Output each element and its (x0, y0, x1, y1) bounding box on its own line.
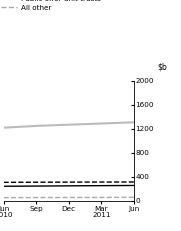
Life insurance corps. (100, 184, 102, 187)
Life insurance corps. (35, 185, 37, 188)
All other (133, 196, 135, 199)
Superannuation funds (133, 121, 135, 124)
Superannuation funds (35, 125, 37, 127)
Life insurance corps. (68, 184, 70, 187)
Line: Life insurance corps.: Life insurance corps. (4, 185, 134, 186)
Legend: Life insurance corps., Superannuation funds, Public offer unit trusts, All other: Life insurance corps., Superannuation fu… (1, 0, 100, 11)
Text: $b: $b (157, 62, 167, 71)
Line: All other: All other (4, 197, 134, 198)
Superannuation funds (68, 123, 70, 126)
Life insurance corps. (133, 184, 135, 187)
Public offer unit trusts (100, 181, 102, 183)
Public offer unit trusts (3, 181, 5, 184)
All other (68, 196, 70, 199)
Public offer unit trusts (68, 181, 70, 183)
All other (35, 196, 37, 199)
Line: Superannuation funds: Superannuation funds (4, 122, 134, 128)
Superannuation funds (3, 126, 5, 129)
All other (100, 196, 102, 199)
Superannuation funds (100, 122, 102, 125)
Public offer unit trusts (35, 181, 37, 184)
Public offer unit trusts (133, 181, 135, 183)
Life insurance corps. (3, 185, 5, 188)
All other (3, 196, 5, 199)
